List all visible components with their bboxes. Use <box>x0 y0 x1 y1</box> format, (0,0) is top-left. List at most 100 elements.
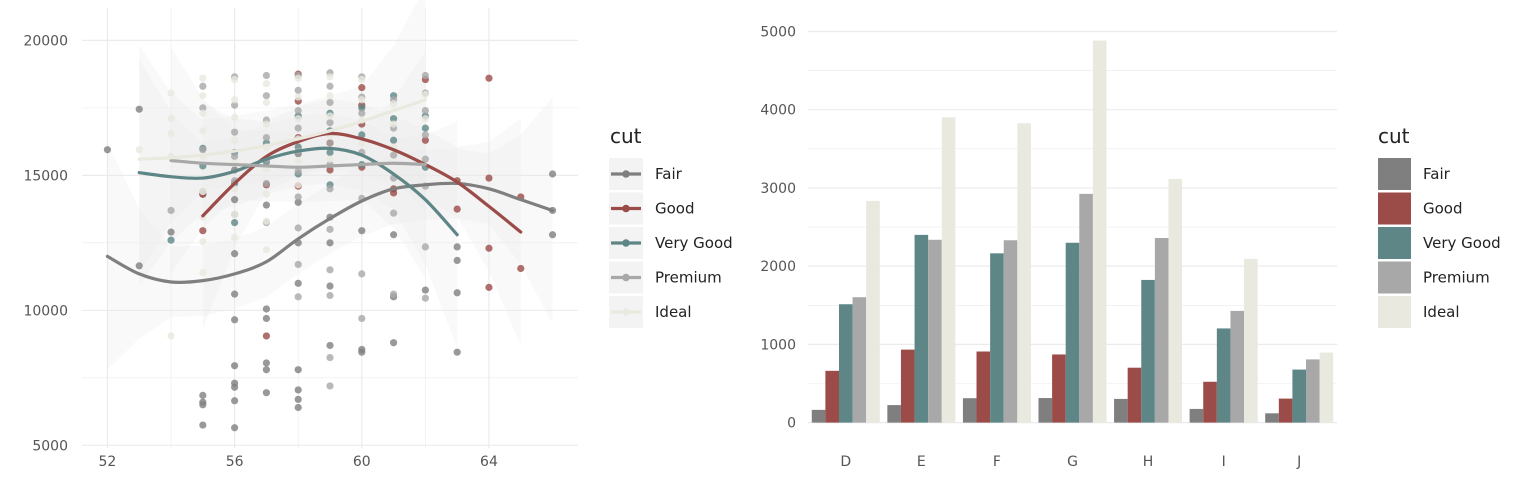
point-premium <box>262 179 271 188</box>
point-premium <box>421 243 429 251</box>
legend-key-point-very-good <box>622 239 630 247</box>
confidence-ribbon-very-good <box>139 59 458 349</box>
point-fair <box>199 401 207 409</box>
bar-very-good-d <box>838 304 853 423</box>
point-ideal <box>135 146 143 154</box>
bar-good-f <box>976 351 991 423</box>
point-fair <box>167 228 175 236</box>
point-premium <box>358 314 366 323</box>
legend-title: cut <box>610 124 642 148</box>
point-premium <box>326 119 334 127</box>
legend-key-good <box>1378 192 1411 225</box>
point-fair <box>231 316 239 324</box>
point-fair <box>421 286 429 294</box>
point-premium <box>231 128 239 136</box>
point-premium <box>262 133 271 142</box>
legend-key-ideal <box>1378 296 1411 328</box>
bar-fair-h <box>1114 398 1128 423</box>
bar-panel: D E F G H I J 0 1000 2000 3000 4000 5000 cut Fair Goo… <box>760 24 1500 470</box>
point-premium <box>199 104 207 112</box>
point-premium <box>389 151 398 159</box>
point-ideal <box>231 233 239 242</box>
point-ideal <box>294 74 302 82</box>
point-fair <box>453 348 461 356</box>
bar-good-j <box>1278 398 1293 423</box>
point-good <box>453 205 461 213</box>
point-premium <box>326 185 334 193</box>
point-premium <box>262 71 271 80</box>
point-premium <box>421 106 429 115</box>
point-premium <box>326 225 334 233</box>
point-premium <box>326 139 334 147</box>
bar-legend: cut Fair Good Very Good Premium Ideal <box>1378 124 1501 328</box>
point-premium <box>294 224 302 232</box>
confidence-ribbon-ideal <box>139 0 426 273</box>
x-tick-label: 60 <box>353 454 371 470</box>
point-fair <box>199 421 207 429</box>
point-premium <box>421 71 429 80</box>
point-fair <box>135 105 143 113</box>
point-ideal <box>262 98 271 107</box>
point-premium <box>326 82 334 90</box>
bar-ideal-j <box>1319 352 1334 423</box>
point-ideal <box>199 237 207 246</box>
point-fair <box>231 383 239 391</box>
point-ideal <box>231 75 239 84</box>
bar-premium-d <box>852 297 867 423</box>
point-ideal <box>262 79 271 88</box>
point-premium <box>294 193 302 201</box>
bar-ideal-g <box>1092 40 1107 423</box>
bar-ideal-i <box>1244 258 1258 423</box>
point-ideal <box>231 96 239 104</box>
point-ideal <box>199 74 207 82</box>
point-premium <box>389 290 398 298</box>
point-ideal <box>167 129 175 138</box>
bar-fair-e <box>887 405 901 423</box>
point-ideal <box>231 136 239 144</box>
bar-ideal-e <box>941 117 956 423</box>
point-premium <box>326 291 334 300</box>
point-very-good <box>167 236 175 244</box>
point-ideal <box>262 190 271 198</box>
bar-premium-i <box>1230 310 1245 423</box>
legend-key-point-ideal <box>622 308 630 316</box>
point-ideal <box>358 96 366 104</box>
scatter-legend: cut Fair Good Very Good Premium Ideal <box>609 124 733 328</box>
legend-key-point-good <box>622 204 630 213</box>
point-premium <box>358 270 366 278</box>
smooth-line-premium <box>169 158 427 169</box>
bar-premium-j <box>1306 359 1320 423</box>
point-fair <box>548 170 557 178</box>
legend-key-point-premium <box>622 273 630 282</box>
point-very-good <box>358 104 366 112</box>
y-tick-label: 10000 <box>23 303 68 319</box>
bar-fair-d <box>811 409 826 423</box>
point-ideal <box>262 245 271 254</box>
point-premium <box>231 152 239 161</box>
point-ideal <box>326 92 334 100</box>
point-premium <box>421 294 429 302</box>
point-ideal <box>294 93 302 101</box>
point-ideal <box>231 210 239 219</box>
point-fair <box>231 250 239 258</box>
point-ideal <box>421 90 429 98</box>
bar-good-g <box>1052 354 1066 423</box>
point-fair <box>262 359 271 367</box>
bar-fair-j <box>1265 413 1279 423</box>
point-good <box>421 136 429 144</box>
smooth-line-fair <box>105 181 555 285</box>
y-tick-label: 4000 <box>760 103 796 119</box>
x-tick-label: E <box>917 454 926 470</box>
point-good <box>199 227 207 235</box>
point-fair <box>294 198 302 206</box>
bar-premium-g <box>1079 193 1093 423</box>
x-tick-label: D <box>840 454 851 470</box>
point-ideal <box>326 73 334 81</box>
bar-premium-e <box>928 239 942 423</box>
point-very-good <box>358 131 366 139</box>
legend-title: cut <box>1378 124 1410 148</box>
point-fair <box>262 201 271 209</box>
point-ideal <box>421 115 429 123</box>
point-good <box>358 84 366 92</box>
point-premium <box>262 92 271 100</box>
